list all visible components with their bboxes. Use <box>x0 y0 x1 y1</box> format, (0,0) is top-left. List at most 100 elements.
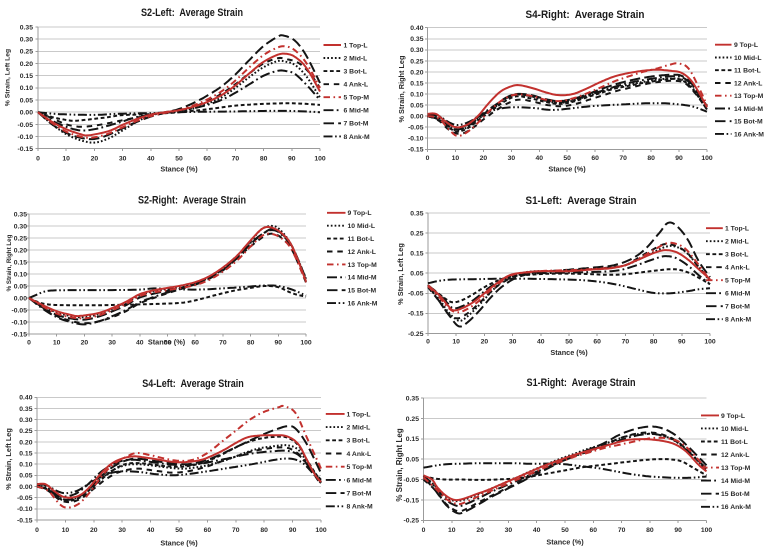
svg-text:5 Top-M: 5 Top-M <box>725 278 751 285</box>
svg-text:20: 20 <box>481 339 489 346</box>
svg-text:-0.05: -0.05 <box>408 291 424 298</box>
svg-text:80: 80 <box>646 527 654 534</box>
svg-text:20: 20 <box>81 339 89 346</box>
svg-text:-0.05: -0.05 <box>12 307 28 314</box>
svg-text:0.25: 0.25 <box>410 231 423 238</box>
svg-text:80: 80 <box>647 155 655 162</box>
svg-text:14 Mid-M: 14 Mid-M <box>348 275 377 282</box>
svg-text:60: 60 <box>203 155 211 162</box>
svg-text:-0.15: -0.15 <box>12 331 28 338</box>
svg-text:20: 20 <box>91 155 99 162</box>
svg-text:3 Bot-L: 3 Bot-L <box>347 438 370 445</box>
svg-text:0.05: 0.05 <box>410 271 423 278</box>
svg-text:20: 20 <box>480 155 488 162</box>
svg-text:10: 10 <box>62 527 70 534</box>
svg-text:0.05: 0.05 <box>20 97 33 104</box>
svg-text:0.30: 0.30 <box>14 223 27 230</box>
svg-text:Stance (%): Stance (%) <box>148 337 186 346</box>
svg-text:100: 100 <box>300 339 312 346</box>
svg-text:40: 40 <box>136 339 144 346</box>
svg-text:Stance (%): Stance (%) <box>550 348 588 357</box>
svg-text:S1-Right: Average Strain: S1-Right: Average Strain <box>527 377 636 389</box>
svg-text:70: 70 <box>232 155 240 162</box>
svg-text:13 Top-M: 13 Top-M <box>734 93 764 100</box>
svg-text:0.00: 0.00 <box>19 484 32 491</box>
svg-text:5 Top-M: 5 Top-M <box>347 464 373 471</box>
svg-text:5 Top-M: 5 Top-M <box>344 95 370 102</box>
svg-text:80: 80 <box>260 155 268 162</box>
svg-text:0.20: 0.20 <box>410 69 423 76</box>
svg-text:0.15: 0.15 <box>410 80 423 87</box>
svg-text:-0.05: -0.05 <box>17 495 33 502</box>
svg-text:0: 0 <box>27 339 31 346</box>
svg-text:0.15: 0.15 <box>19 450 32 457</box>
svg-text:0.10: 0.10 <box>14 271 27 278</box>
svg-text:0.25: 0.25 <box>14 235 27 242</box>
svg-text:0.35: 0.35 <box>20 24 33 31</box>
svg-text:9 Top-L: 9 Top-L <box>721 413 745 420</box>
svg-text:0.35: 0.35 <box>410 210 423 217</box>
svg-text:0.10: 0.10 <box>20 85 33 92</box>
svg-text:10 Mid-L: 10 Mid-L <box>734 55 762 62</box>
svg-text:14 Mid-M: 14 Mid-M <box>721 478 750 485</box>
svg-text:60: 60 <box>590 527 598 534</box>
svg-text:10: 10 <box>452 339 460 346</box>
svg-text:60: 60 <box>593 339 601 346</box>
svg-text:0.35: 0.35 <box>406 395 419 402</box>
svg-text:11 Bot-L: 11 Bot-L <box>721 439 748 446</box>
svg-text:40: 40 <box>147 527 155 534</box>
svg-text:60: 60 <box>591 155 599 162</box>
svg-text:4 Ank-L: 4 Ank-L <box>347 451 372 458</box>
svg-text:80: 80 <box>650 339 658 346</box>
svg-text:9 Top-L: 9 Top-L <box>348 210 372 217</box>
svg-text:0.25: 0.25 <box>19 428 32 435</box>
svg-text:-0.05: -0.05 <box>18 122 34 129</box>
svg-text:0.30: 0.30 <box>20 37 33 44</box>
svg-text:-0.15: -0.15 <box>408 147 424 154</box>
svg-text:10 Mid-L: 10 Mid-L <box>721 426 749 433</box>
svg-text:8 Ank-M: 8 Ank-M <box>347 504 374 511</box>
svg-text:8 Ank-M: 8 Ank-M <box>344 134 371 141</box>
svg-text:13 Top-M: 13 Top-M <box>348 262 378 269</box>
svg-text:14 Mid-M: 14 Mid-M <box>734 106 763 113</box>
svg-text:0.25: 0.25 <box>406 416 419 423</box>
svg-text:40: 40 <box>147 155 155 162</box>
svg-text:15 Bot-M: 15 Bot-M <box>721 491 750 498</box>
svg-text:0.05: 0.05 <box>14 283 27 290</box>
svg-text:0.35: 0.35 <box>410 36 423 43</box>
svg-text:7 Bot-M: 7 Bot-M <box>347 491 372 498</box>
svg-text:6 Mid-M: 6 Mid-M <box>344 108 370 115</box>
svg-text:-0.10: -0.10 <box>12 319 28 326</box>
svg-text:7 Bot-M: 7 Bot-M <box>725 304 750 311</box>
svg-text:80: 80 <box>247 339 255 346</box>
svg-text:2 Mid-L: 2 Mid-L <box>347 425 371 432</box>
svg-text:80: 80 <box>260 527 268 534</box>
svg-text:S4-Right: Average Strain: S4-Right: Average Strain <box>526 9 645 21</box>
svg-text:0.15: 0.15 <box>14 259 27 266</box>
svg-text:30: 30 <box>118 527 126 534</box>
svg-text:10: 10 <box>53 339 61 346</box>
svg-text:0.25: 0.25 <box>410 58 423 65</box>
svg-text:100: 100 <box>701 155 713 162</box>
svg-text:16 Ank-M: 16 Ank-M <box>348 301 378 308</box>
svg-text:10: 10 <box>62 155 70 162</box>
svg-text:0.20: 0.20 <box>20 61 33 68</box>
svg-text:50: 50 <box>563 155 571 162</box>
svg-text:40: 40 <box>533 527 541 534</box>
svg-text:-0.10: -0.10 <box>18 134 34 141</box>
svg-text:12 Ank-L: 12 Ank-L <box>348 249 376 256</box>
svg-text:30: 30 <box>508 155 516 162</box>
svg-text:-0.10: -0.10 <box>17 506 33 513</box>
svg-text:1 Top-L: 1 Top-L <box>344 42 368 49</box>
svg-text:1 Top-L: 1 Top-L <box>725 226 749 233</box>
svg-text:Stance (%): Stance (%) <box>160 165 198 174</box>
svg-text:20: 20 <box>90 527 98 534</box>
svg-text:3 Bot-L: 3 Bot-L <box>344 69 367 76</box>
svg-text:90: 90 <box>289 527 297 534</box>
svg-text:% Strain, Right Leg: % Strain, Right Leg <box>6 234 13 291</box>
svg-text:% Strain, Left Leg: % Strain, Left Leg <box>4 428 13 490</box>
svg-text:50: 50 <box>561 527 569 534</box>
svg-text:0.15: 0.15 <box>20 73 33 80</box>
svg-text:0.05: 0.05 <box>410 103 423 110</box>
svg-text:0.00: 0.00 <box>20 110 33 117</box>
